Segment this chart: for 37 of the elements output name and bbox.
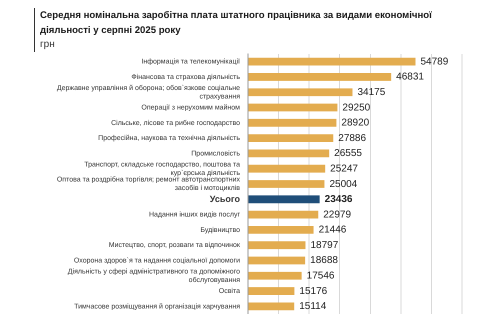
- data-label: 46831: [396, 72, 424, 83]
- data-label: 15114: [299, 301, 327, 312]
- bar: [248, 287, 294, 295]
- bar: [248, 272, 302, 280]
- data-label: 27886: [338, 132, 366, 144]
- bar: [248, 210, 318, 218]
- bar: [248, 88, 352, 96]
- data-label: 23436: [324, 194, 353, 206]
- data-label: 26555: [334, 148, 362, 160]
- bar: [248, 164, 326, 173]
- data-label: 28920: [341, 118, 370, 129]
- data-label: 25247: [330, 163, 358, 174]
- data-label: 54789: [420, 56, 449, 68]
- data-label: 21446: [318, 224, 347, 236]
- data-label: 17546: [306, 270, 335, 282]
- bar: [248, 241, 306, 250]
- chart-title: Середня номінальна заробітна плата штатного працівника за видами економічної діяльності у серпні 2025 року: [40, 9, 433, 38]
- y-tick-label: Усього: [210, 194, 240, 204]
- data-label: 18797: [310, 240, 339, 251]
- bar: [248, 58, 416, 66]
- data-label: 18688: [310, 255, 338, 266]
- data-label: 29250: [342, 102, 371, 114]
- bar: [248, 73, 392, 81]
- data-label: 15176: [299, 286, 328, 297]
- bar: [248, 104, 338, 112]
- text: грн: [40, 38, 56, 52]
- bar: [248, 180, 324, 188]
- bar: [248, 118, 336, 127]
- bar: [248, 134, 334, 142]
- data-label: 25004: [329, 178, 358, 190]
- bar: [248, 150, 330, 158]
- bar: [248, 195, 320, 204]
- data-label: 34175: [357, 86, 386, 98]
- data-label: 22979: [323, 209, 352, 220]
- bar: [248, 302, 294, 310]
- bar: [248, 226, 314, 234]
- bar: [248, 256, 306, 264]
